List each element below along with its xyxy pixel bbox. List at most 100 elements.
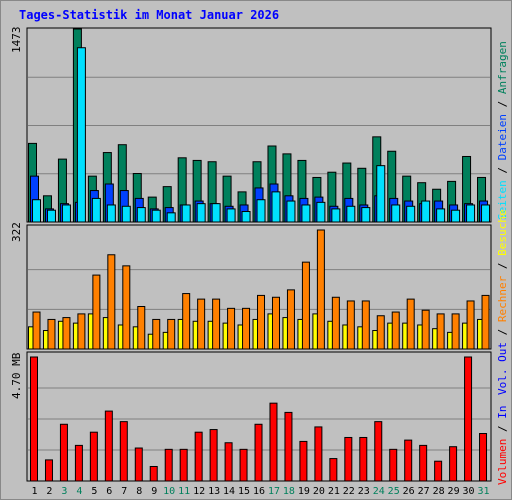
seiten-bar-20 [316, 201, 326, 223]
legend-separator: / [496, 160, 509, 180]
day-label-9: 9 [151, 486, 157, 497]
rechner-bar-15 [242, 307, 251, 350]
volumen-bar-21 [329, 458, 338, 482]
rechner-bar-25 [391, 311, 400, 350]
day-label-30: 30 [463, 486, 475, 497]
seiten-bar-15 [241, 211, 251, 223]
seiten-bar-13 [211, 203, 221, 223]
volumen-bar-20 [314, 426, 323, 482]
volumen-bar-3 [59, 423, 68, 482]
rechner-bar-22 [346, 300, 355, 350]
legend-item: In [496, 406, 509, 419]
volumen-bar-22 [344, 436, 353, 482]
day-label-21: 21 [328, 486, 340, 497]
rechner-bar-13 [212, 298, 221, 350]
day-label-27: 27 [418, 486, 430, 497]
day-label-29: 29 [448, 486, 460, 497]
volumen-bar-16 [254, 423, 263, 482]
legend-item: Seiten [496, 180, 509, 220]
seiten-bar-16 [256, 199, 266, 223]
y-max-label: 1473 [10, 27, 23, 54]
rechner-bar-31 [481, 294, 490, 350]
seiten-bar-22 [346, 205, 356, 223]
volumen-bar-15 [239, 448, 248, 482]
volumen-bar-4 [74, 444, 83, 482]
rechner-bar-14 [227, 307, 236, 350]
rechner-bar-30 [466, 300, 475, 350]
rechner-bar-3 [62, 317, 71, 350]
volumen-bar-9 [149, 465, 158, 482]
day-label-11: 11 [178, 486, 190, 497]
volumen-bar-12 [194, 431, 203, 482]
rechner-bar-9 [152, 318, 161, 350]
legend-separator: / [496, 256, 509, 276]
legend-item: Dateien [496, 114, 509, 160]
day-label-13: 13 [208, 486, 220, 497]
legend-middle: Vol. Out / Rechner / Besuche [496, 210, 509, 395]
legend-bottom: Volumen / In [496, 406, 509, 485]
rechner-bar-1 [32, 311, 41, 350]
day-label-1: 1 [31, 486, 37, 497]
rechner-bar-23 [361, 300, 370, 350]
day-label-17: 17 [268, 486, 280, 497]
seiten-bar-4 [76, 47, 86, 223]
rechner-bar-7 [122, 265, 131, 350]
day-label-22: 22 [343, 486, 355, 497]
legend-item: Anfragen [496, 41, 509, 94]
seiten-bar-3 [61, 204, 71, 223]
volumen-bar-19 [299, 440, 308, 482]
rechner-bar-10 [167, 318, 176, 350]
rechner-bar-20 [316, 229, 325, 350]
legend-separator: / [496, 419, 509, 439]
seiten-bar-25 [391, 204, 401, 223]
rechner-bar-12 [197, 298, 206, 350]
volumen-bar-10 [164, 448, 173, 482]
seiten-bar-29 [451, 209, 461, 223]
rechner-bar-18 [286, 289, 295, 350]
seiten-bar-31 [481, 204, 491, 223]
day-label-31: 31 [477, 486, 489, 497]
rechner-bar-4 [77, 313, 86, 350]
seiten-bar-19 [301, 204, 311, 223]
seiten-bar-18 [286, 200, 296, 223]
seiten-bar-24 [376, 165, 386, 223]
volumen-bar-11 [179, 448, 188, 482]
day-label-6: 6 [106, 486, 112, 497]
day-label-18: 18 [283, 486, 295, 497]
rechner-bar-11 [182, 293, 191, 350]
day-label-4: 4 [76, 486, 82, 497]
seiten-bar-27 [421, 200, 431, 223]
volumen-bar-8 [134, 447, 143, 482]
seiten-bar-26 [406, 205, 416, 223]
day-label-24: 24 [373, 486, 385, 497]
legend-item: Rechner [496, 275, 509, 322]
volumen-bar-27 [419, 444, 428, 482]
volumen-bar-18 [284, 411, 293, 482]
rechner-bar-17 [271, 296, 280, 350]
y-max-label: 4.70 MB [10, 352, 23, 399]
page-title: Tages-Statistik im Monat Januar 2026 [19, 8, 280, 22]
rechner-bar-24 [376, 315, 385, 350]
seiten-bar-14 [226, 208, 236, 223]
rechner-bar-29 [451, 313, 460, 350]
seiten-bar-9 [151, 209, 161, 223]
seiten-bar-2 [46, 209, 56, 223]
legend-separator: / [496, 322, 509, 342]
legend-top: Seiten / Dateien / Anfragen [496, 41, 509, 220]
day-label-7: 7 [121, 486, 127, 497]
volumen-bar-13 [209, 429, 218, 482]
seiten-bar-7 [121, 205, 131, 223]
legend-separator [496, 362, 509, 369]
volumen-bar-28 [434, 460, 443, 482]
rechner-bar-28 [436, 313, 445, 350]
rechner-bar-27 [421, 309, 430, 350]
volumen-bar-23 [359, 436, 368, 482]
rechner-bar-19 [301, 261, 310, 350]
seiten-bar-28 [436, 208, 446, 223]
day-label-28: 28 [433, 486, 445, 497]
day-label-8: 8 [136, 486, 142, 497]
volumen-bar-1 [30, 356, 38, 482]
seiten-bar-12 [196, 203, 206, 223]
